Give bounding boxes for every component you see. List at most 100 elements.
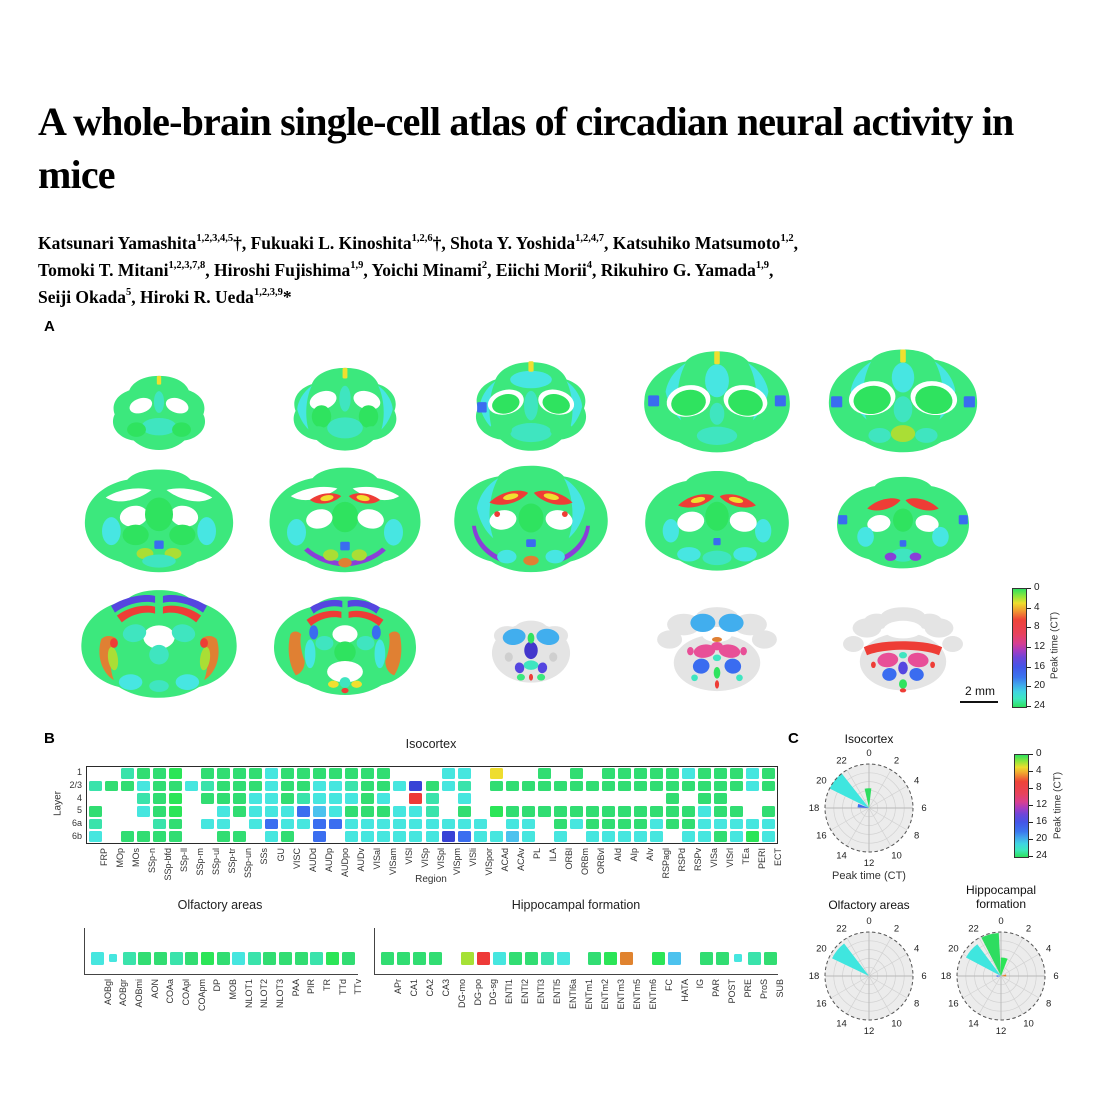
polar-wedge xyxy=(981,932,1001,976)
heatmap-cell xyxy=(489,831,503,842)
heatmap-cell xyxy=(634,780,648,792)
slice-region xyxy=(347,599,380,614)
slice-region xyxy=(110,638,118,648)
heatmap-col-label: NLOT3 xyxy=(274,979,285,1009)
olfactory-heatmap-title: Olfactory areas xyxy=(177,898,263,912)
heatmap-cell xyxy=(153,951,167,965)
heatmap-cell xyxy=(345,831,359,842)
heatmap-cell xyxy=(120,780,134,792)
heatmap-cell xyxy=(136,806,150,817)
heatmap-col-label: ENTm3 xyxy=(615,979,626,1010)
heatmap-col-label: MOB xyxy=(228,979,238,1000)
heatmap-cell xyxy=(553,831,567,842)
heatmap-cell xyxy=(537,806,551,817)
heatmap-cell xyxy=(329,780,343,792)
slice-region xyxy=(492,394,520,414)
slice-region xyxy=(871,661,876,668)
slice-region xyxy=(118,674,143,690)
slice-region xyxy=(899,688,907,693)
polar-wedge xyxy=(996,975,1001,977)
polar-spoke xyxy=(830,807,870,831)
slice-region xyxy=(528,361,534,372)
heatmap-cell xyxy=(508,951,522,965)
heatmap-col-label: COApl xyxy=(181,979,192,1006)
heatmap-cell xyxy=(377,806,391,817)
heatmap-cell xyxy=(505,818,519,830)
colorbar-tick-label: 12 xyxy=(1036,799,1048,810)
slice-region xyxy=(352,486,400,501)
slice-region xyxy=(374,639,386,669)
slice-region xyxy=(527,632,535,644)
heatmap-col-label: FC xyxy=(663,979,674,991)
heatmap-cell xyxy=(537,780,551,792)
brain-slice-1 xyxy=(112,375,206,450)
heatmap-cell xyxy=(730,780,744,792)
heatmap-cell xyxy=(109,954,118,962)
colorbar-tick-mark xyxy=(1029,805,1033,806)
brain-slice-10 xyxy=(837,476,969,569)
heatmap-cell xyxy=(521,780,535,792)
heatmap-cell xyxy=(216,793,230,804)
heatmap-cell xyxy=(521,818,535,830)
heatmap-cell xyxy=(393,818,407,830)
heatmap-cell xyxy=(682,806,696,817)
brain-slice-5 xyxy=(828,349,978,453)
colorbar-tick-label: 4 xyxy=(1036,765,1042,776)
heatmap-cell xyxy=(698,818,712,830)
slice-region xyxy=(304,547,345,567)
slice-region xyxy=(740,647,747,656)
slice-region xyxy=(334,641,356,663)
polar-outline xyxy=(956,931,1046,1021)
slice-region xyxy=(884,552,897,561)
heatmap-cell xyxy=(618,831,632,842)
heatmap-cell xyxy=(91,951,105,965)
isocortex-heatmap-title: Isocortex xyxy=(405,737,457,751)
polar-hour-label: 12 xyxy=(996,1026,1007,1037)
heatmap-cell xyxy=(441,818,455,830)
heatmap-cell xyxy=(329,768,343,779)
author-affiliation-sup: 1,2,3,9 xyxy=(253,287,283,299)
slice-region xyxy=(867,498,901,511)
polar-spoke xyxy=(1000,975,1040,999)
heatmap-cell xyxy=(313,806,327,817)
heatmap-cell xyxy=(279,951,293,965)
slice-region xyxy=(733,547,757,562)
heatmap-cell xyxy=(200,780,214,792)
heatmap-cell xyxy=(297,818,311,830)
olfactory-axis-bottom xyxy=(84,974,358,975)
author-affiliation-sup: 1,2,4,7 xyxy=(575,233,604,245)
slice-region xyxy=(891,362,915,393)
heatmap-cell xyxy=(668,951,682,965)
heatmap-cell xyxy=(730,768,744,779)
heatmap-cell xyxy=(248,793,262,804)
heatmap-cell xyxy=(505,780,519,792)
polar-spoke xyxy=(978,975,1002,1015)
author-affiliation-sup: 1,2,6 xyxy=(411,233,433,245)
isocortex-row-label: 6b xyxy=(71,830,82,841)
heatmap-cell xyxy=(556,951,570,965)
slice-region xyxy=(662,519,679,543)
colorbar-tick-mark xyxy=(1029,771,1033,772)
heatmap-cell xyxy=(361,818,375,830)
heatmap-cell xyxy=(666,806,680,817)
heatmap-cell xyxy=(377,768,391,779)
slice-region xyxy=(728,389,763,416)
brain-slice-6 xyxy=(84,469,234,573)
heatmap-cell xyxy=(409,818,423,830)
slice-region xyxy=(165,397,189,414)
heatmap-cell xyxy=(393,780,407,792)
slice-region xyxy=(332,625,358,644)
brain-slice-9 xyxy=(645,471,789,571)
polar-hour-label: 14 xyxy=(968,1019,979,1030)
polar-hour-label: 4 xyxy=(914,776,919,787)
panel-a-colorbar xyxy=(1012,588,1027,708)
slice-region xyxy=(891,548,915,562)
heatmap-cell xyxy=(265,780,279,792)
heatmap-cell xyxy=(585,806,599,817)
slice-region xyxy=(122,624,147,643)
slice-region xyxy=(728,496,744,504)
slice-region xyxy=(331,501,359,533)
heatmap-cell xyxy=(476,951,490,965)
colorbar-tick-mark xyxy=(1027,607,1031,609)
heatmap-cell xyxy=(489,806,503,817)
